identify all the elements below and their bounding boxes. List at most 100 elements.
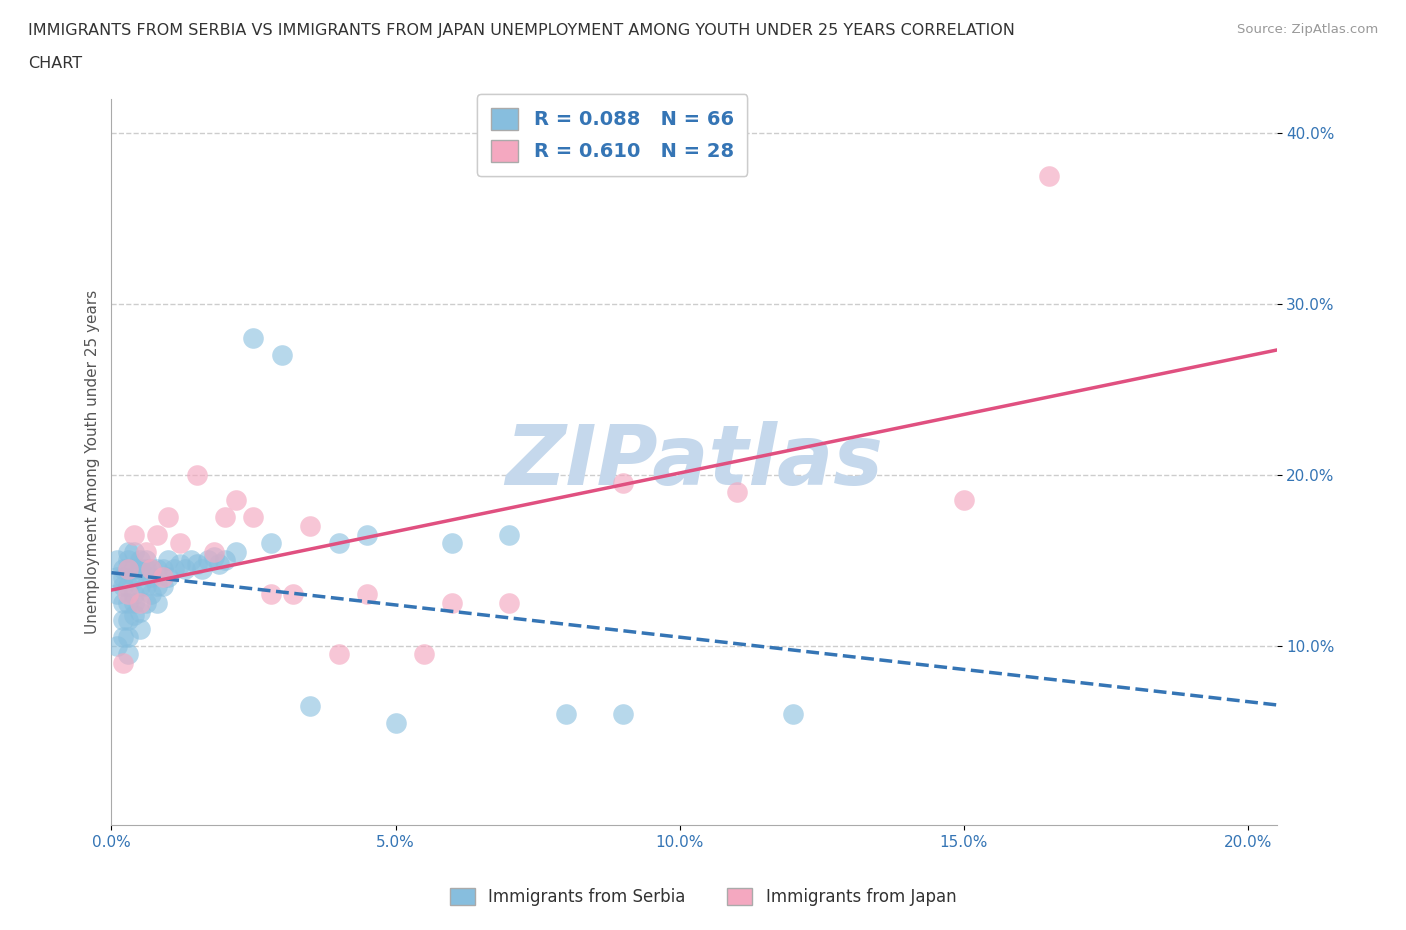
Point [105, 570, 128, 585]
Point [134, 544, 156, 559]
Point [441, 595, 464, 610]
Point [117, 552, 139, 567]
Point [191, 562, 214, 577]
Point [134, 578, 156, 593]
Point [283, 587, 305, 602]
Legend: Immigrants from Serbia, Immigrants from Japan: Immigrants from Serbia, Immigrants from … [443, 881, 963, 912]
Point [612, 707, 634, 722]
Point [122, 607, 145, 622]
Point [122, 527, 145, 542]
Point [117, 613, 139, 628]
Point [413, 646, 436, 661]
Point [117, 587, 139, 602]
Point [122, 562, 145, 577]
Point [1038, 168, 1060, 183]
Point [157, 570, 180, 585]
Point [186, 467, 208, 482]
Point [141, 562, 163, 577]
Point [725, 485, 748, 499]
Point [242, 330, 264, 345]
Point [128, 604, 150, 619]
Point [122, 595, 145, 610]
Point [214, 510, 236, 525]
Point [498, 527, 520, 542]
Point [299, 519, 322, 534]
Point [141, 562, 163, 577]
Point [180, 552, 202, 567]
Point [169, 556, 191, 571]
Point [117, 630, 139, 644]
Point [111, 656, 134, 671]
Point [146, 527, 169, 542]
Point [122, 570, 145, 585]
Point [117, 544, 139, 559]
Point [128, 562, 150, 577]
Legend: R = 0.088   N = 66, R = 0.610   N = 28: R = 0.088 N = 66, R = 0.610 N = 28 [478, 94, 748, 176]
Point [117, 562, 139, 577]
Point [356, 527, 378, 542]
Point [271, 348, 294, 363]
Text: CHART: CHART [28, 56, 82, 71]
Point [163, 562, 186, 577]
Y-axis label: Unemployment Among Youth under 25 years: Unemployment Among Youth under 25 years [86, 290, 100, 634]
Text: Source: ZipAtlas.com: Source: ZipAtlas.com [1237, 23, 1378, 36]
Point [105, 638, 128, 653]
Point [498, 595, 520, 610]
Point [186, 556, 208, 571]
Point [208, 556, 231, 571]
Point [111, 595, 134, 610]
Point [128, 552, 150, 567]
Point [259, 587, 281, 602]
Point [299, 698, 322, 713]
Point [146, 578, 169, 593]
Point [202, 544, 225, 559]
Point [214, 552, 236, 567]
Point [117, 646, 139, 661]
Point [117, 562, 139, 577]
Point [146, 562, 169, 577]
Point [555, 707, 578, 722]
Point [157, 510, 180, 525]
Text: IMMIGRANTS FROM SERBIA VS IMMIGRANTS FROM JAPAN UNEMPLOYMENT AMONG YOUTH UNDER 2: IMMIGRANTS FROM SERBIA VS IMMIGRANTS FRO… [28, 23, 1015, 38]
Point [105, 587, 128, 602]
Point [174, 562, 197, 577]
Point [169, 536, 191, 551]
Point [953, 493, 976, 508]
Point [328, 646, 350, 661]
Point [111, 570, 134, 585]
Point [128, 578, 150, 593]
Point [111, 613, 134, 628]
Point [117, 578, 139, 593]
Point [197, 552, 219, 567]
Point [384, 715, 406, 730]
Point [152, 578, 174, 593]
Point [141, 587, 163, 602]
Text: ZIPatlas: ZIPatlas [505, 421, 883, 502]
Point [111, 562, 134, 577]
Point [242, 510, 264, 525]
Point [134, 562, 156, 577]
Point [202, 550, 225, 565]
Point [328, 536, 350, 551]
Point [259, 536, 281, 551]
Point [225, 493, 247, 508]
Point [157, 552, 180, 567]
Point [225, 544, 247, 559]
Point [152, 570, 174, 585]
Point [128, 621, 150, 636]
Point [356, 587, 378, 602]
Point [128, 595, 150, 610]
Point [146, 595, 169, 610]
Point [134, 552, 156, 567]
Point [122, 587, 145, 602]
Point [152, 562, 174, 577]
Point [134, 595, 156, 610]
Point [141, 570, 163, 585]
Point [612, 476, 634, 491]
Point [111, 630, 134, 644]
Point [117, 595, 139, 610]
Point [441, 536, 464, 551]
Point [105, 552, 128, 567]
Point [782, 707, 804, 722]
Point [111, 578, 134, 593]
